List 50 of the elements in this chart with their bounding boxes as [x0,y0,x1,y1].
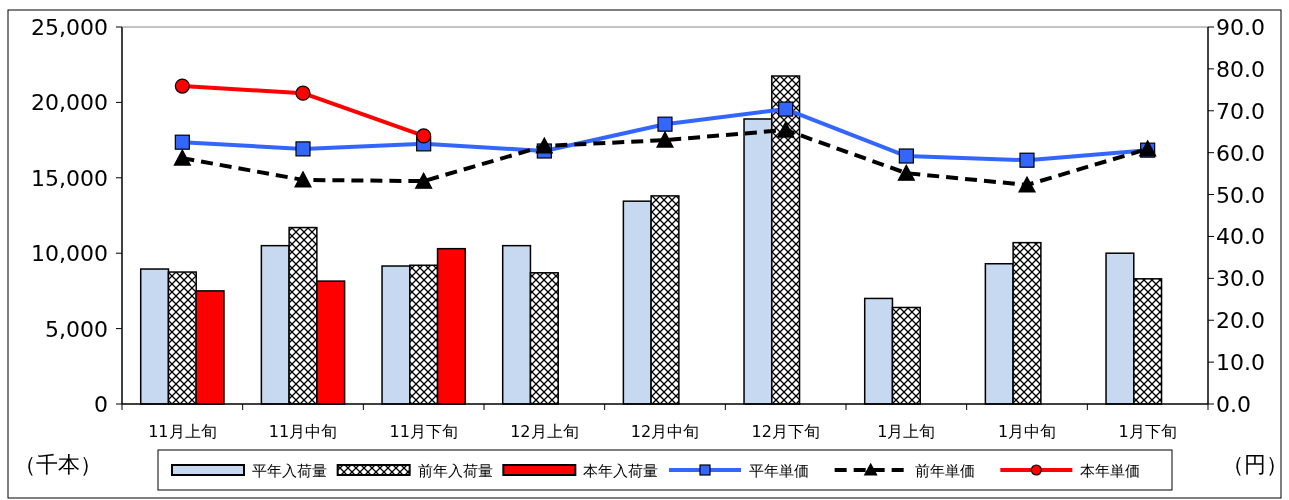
y2-tick-label: 0.0 [1216,392,1251,417]
point [535,137,553,154]
y2-tick-label: 80.0 [1216,56,1265,82]
point [777,121,795,138]
point [898,148,914,164]
point [1019,152,1035,168]
point [778,101,794,117]
y2-tick-label: 50.0 [1216,182,1265,208]
point [173,149,191,166]
y-tick-label: 10,000 [31,241,108,267]
point [416,128,432,144]
x-tick-label: 12月下旬 [751,422,820,441]
y-axis-title: （千本） [14,452,102,477]
y-tick-label: 5,000 [45,316,108,342]
point [1018,176,1036,193]
x-tick-label: 11月下旬 [389,422,458,441]
point [174,78,190,94]
x-tick-label: 11月上旬 [148,422,217,441]
y2-tick-label: 70.0 [1216,98,1265,124]
y2-tick-label: 40.0 [1216,224,1265,250]
x-tick-label: 11月中旬 [268,422,338,441]
x-tick-label: 12月上旬 [510,422,579,441]
x-tick-label: 1月上旬 [877,422,936,441]
y2-tick-label: 90.0 [1216,15,1265,40]
y-tick-label: 20,000 [31,90,108,116]
y2-tick-label: 30.0 [1216,266,1265,292]
y-tick-label: 15,000 [31,165,108,191]
y-tick-label: 25,000 [31,15,108,40]
y2-tick-label: 60.0 [1216,140,1265,166]
x-tick-label: 1月中旬 [997,422,1057,441]
point [174,134,190,150]
y2-tick-label: 10.0 [1216,350,1265,376]
point [897,164,915,181]
point [294,171,312,188]
legend-label: 平年単価 [749,462,809,480]
point [295,85,311,101]
point [657,116,673,132]
legend-label: 本年単価 [1080,462,1141,480]
legend-label: 前年入荷量 [417,462,493,480]
point [415,172,433,189]
legend-label: 平年入荷量 [252,462,327,480]
legend-label: 前年単価 [914,462,975,480]
point [295,141,311,157]
legend-label: 本年入荷量 [583,462,659,480]
point [656,131,674,148]
y2-axis-title: （円） [1222,452,1288,477]
x-tick-label: 1月下旬 [1118,422,1177,441]
y2-tick-label: 20.0 [1216,308,1265,334]
y-tick-label: 0 [94,392,108,417]
x-tick-label: 12月中旬 [630,422,700,441]
